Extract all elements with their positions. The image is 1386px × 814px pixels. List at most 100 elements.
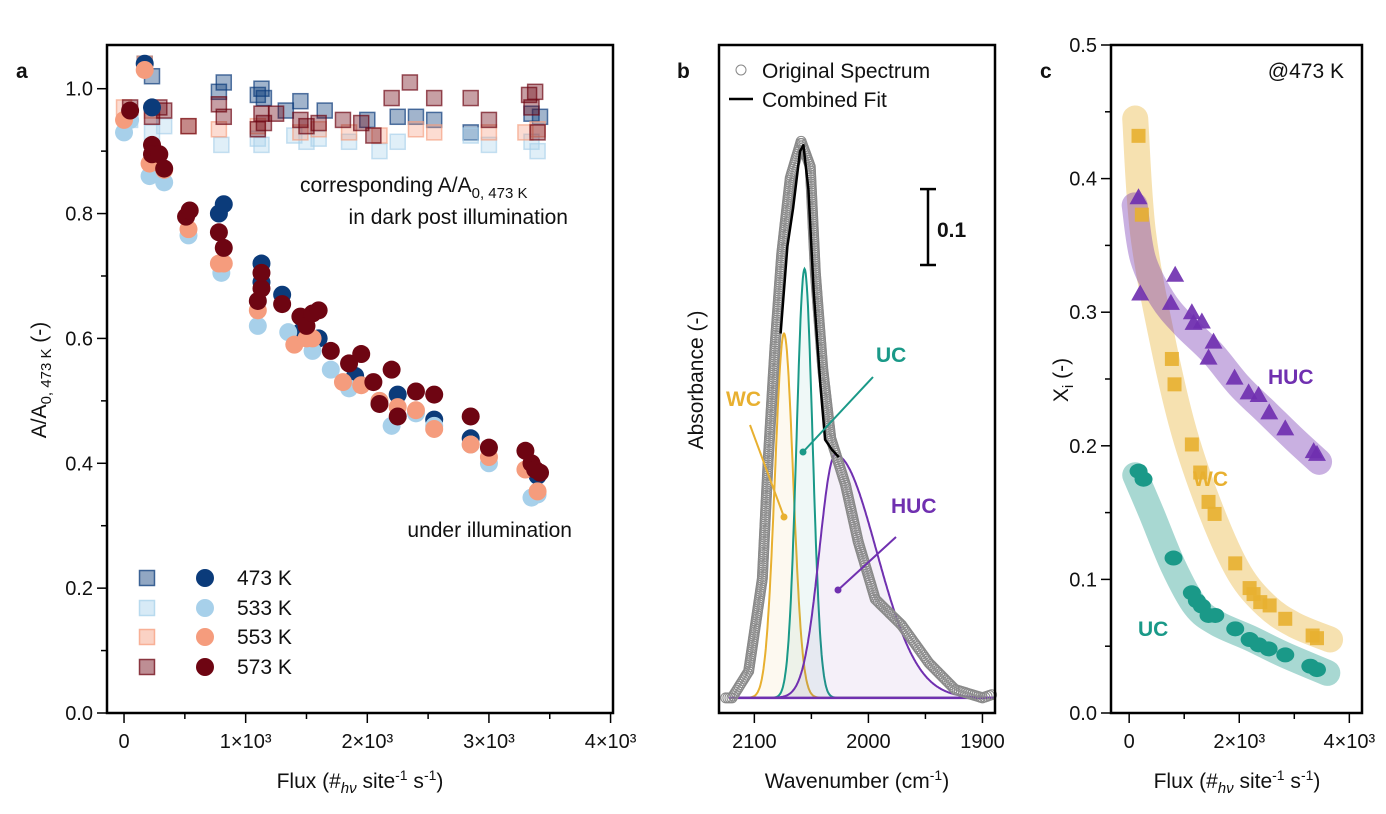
dark-marker-573K: [383, 89, 400, 107]
panel-a-x-tick-label: 0: [118, 731, 129, 753]
illuminated-marker-573K: [180, 201, 199, 220]
illuminated-marker-473K: [143, 98, 162, 117]
illuminated-marker-573K: [252, 279, 271, 298]
illuminated-marker-573K: [406, 382, 425, 401]
dark-marker-553K: [210, 121, 228, 138]
uc-label: UC: [876, 344, 906, 367]
panel-c-y-tick-label: 0.3: [1069, 302, 1097, 324]
illuminated-marker-473K: [388, 385, 407, 404]
dark-marker-553K: [340, 124, 358, 141]
pointer-dot-HUC: [834, 586, 842, 594]
illuminated-marker-553K: [461, 435, 480, 454]
panel-c-ylabel: Xi (-): [1050, 358, 1077, 402]
original-spectrum-point: [905, 632, 917, 644]
panel-a-xlabel: Flux (#hν site-1 s-1): [277, 767, 444, 797]
data-marker-UC: [1307, 662, 1326, 678]
panel-c-y-tick-label: 0.5: [1069, 35, 1097, 57]
data-marker-HUC: [1161, 293, 1180, 310]
data-marker-WC: [1184, 437, 1199, 452]
component-fill-UC: [731, 268, 995, 698]
data-marker-WC: [1309, 631, 1324, 646]
legend-combined-fit: Combined Fit: [762, 89, 887, 112]
data-marker-UC: [1226, 621, 1245, 637]
original-spectrum-point: [918, 650, 930, 662]
original-spectrum-point: [912, 642, 924, 654]
panel-a-x-tick-label: 2×10³: [341, 731, 393, 753]
dark-annotation-line2: in dark post illumination: [349, 206, 568, 229]
panel-b: 2100 2000 1900: [717, 43, 1005, 753]
dark-marker-573K: [310, 114, 327, 132]
dark-marker-473K: [253, 80, 270, 97]
dark-marker-573K: [215, 108, 233, 126]
original-spectrum-point: [916, 648, 928, 660]
illuminated-marker-553K: [333, 373, 352, 392]
panel-b-frame: [717, 43, 997, 715]
data-marker-UC: [1134, 471, 1153, 487]
data-marker-UC: [1259, 641, 1278, 657]
data-marker-HUC: [1129, 188, 1148, 205]
dark-marker-533K: [371, 142, 388, 160]
uc-series-label: UC: [1138, 618, 1168, 641]
illuminated-marker-573K: [309, 301, 328, 320]
dark-marker-573K: [334, 111, 352, 129]
illuminated-marker-533K: [140, 167, 159, 186]
dark-marker-573K: [365, 127, 382, 144]
temperature-annotation: @473 K: [1268, 60, 1344, 83]
dark-marker-473K: [407, 108, 425, 126]
panel-a: 473 K 533 K 553 K 573 K 0 1×10³ 2×10³ 3×10³ 4×10…: [65, 43, 637, 753]
dark-marker-473K: [255, 89, 273, 107]
panel-a-ylabel: A/A0, 473 K (-): [28, 322, 55, 439]
legend-label-533K: 533 K: [237, 597, 292, 620]
illuminated-marker-533K: [155, 173, 174, 192]
panel-c-frame: [1109, 43, 1364, 715]
dark-marker-473K: [292, 92, 309, 110]
data-marker-WC: [1278, 611, 1293, 626]
panel-a-x-tick-label: 4×10³: [585, 731, 637, 753]
original-spectrum-point: [901, 626, 913, 638]
data-marker-HUC: [1182, 303, 1201, 320]
original-spectrum-point: [919, 651, 931, 663]
illuminated-marker-573K: [479, 438, 498, 457]
original-spectrum-point: [895, 619, 907, 631]
dark-marker-573K: [180, 117, 197, 135]
panel-c-y-tick-label: 0.2: [1069, 436, 1097, 458]
data-marker-UC: [1164, 550, 1183, 566]
data-marker-HUC: [1260, 403, 1279, 420]
data-marker-HUC: [1249, 386, 1268, 403]
data-marker-HUC: [1199, 348, 1218, 365]
dark-marker-573K: [267, 105, 285, 122]
legend-label-573K: 573 K: [237, 656, 292, 679]
panel-c-x-tick-label: 2×10³: [1213, 731, 1265, 753]
illuminated-marker-573K: [461, 407, 480, 426]
dark-marker-533K: [462, 127, 479, 144]
legend-original-spectrum: Original Spectrum: [762, 60, 930, 83]
panel-c-y-tick-label: 0.1: [1069, 569, 1097, 591]
dark-marker-533K: [480, 136, 498, 154]
legend-label-553K: 553 K: [237, 626, 292, 649]
illuminated-marker-533K: [248, 316, 267, 335]
panel-b-x-tick-label: 2000: [846, 731, 891, 753]
illuminated-marker-553K: [406, 401, 425, 420]
dark-marker-553K: [292, 124, 309, 141]
panel-letter-c: c: [1040, 60, 1052, 83]
illuminated-marker-553K: [425, 419, 444, 438]
original-spectrum-point: [899, 624, 911, 636]
panel-a-y-tick-label: 0.8: [65, 204, 93, 226]
dark-marker-573K: [526, 83, 544, 101]
dark-marker-473K: [215, 74, 233, 91]
panel-c-y-tick-label: 0.4: [1069, 169, 1097, 191]
dark-marker-553K: [480, 124, 498, 141]
pointer-line-HUC: [837, 536, 897, 591]
dark-marker-473K: [316, 102, 333, 119]
dark-marker-533K: [529, 142, 546, 160]
dark-marker-553K: [517, 124, 534, 141]
panel-c-y-tick-label: 0.0: [1069, 703, 1097, 725]
panel-a-y-tick-label: 0.6: [65, 328, 93, 350]
dark-marker-473K: [425, 111, 443, 129]
panel-a-y-tick-label: 1.0: [65, 79, 93, 101]
pointer-line-WC: [749, 424, 785, 518]
original-spectrum-point: [915, 646, 927, 658]
illuminated-marker-573K: [531, 463, 550, 482]
legend-circle-573K: [196, 658, 214, 676]
